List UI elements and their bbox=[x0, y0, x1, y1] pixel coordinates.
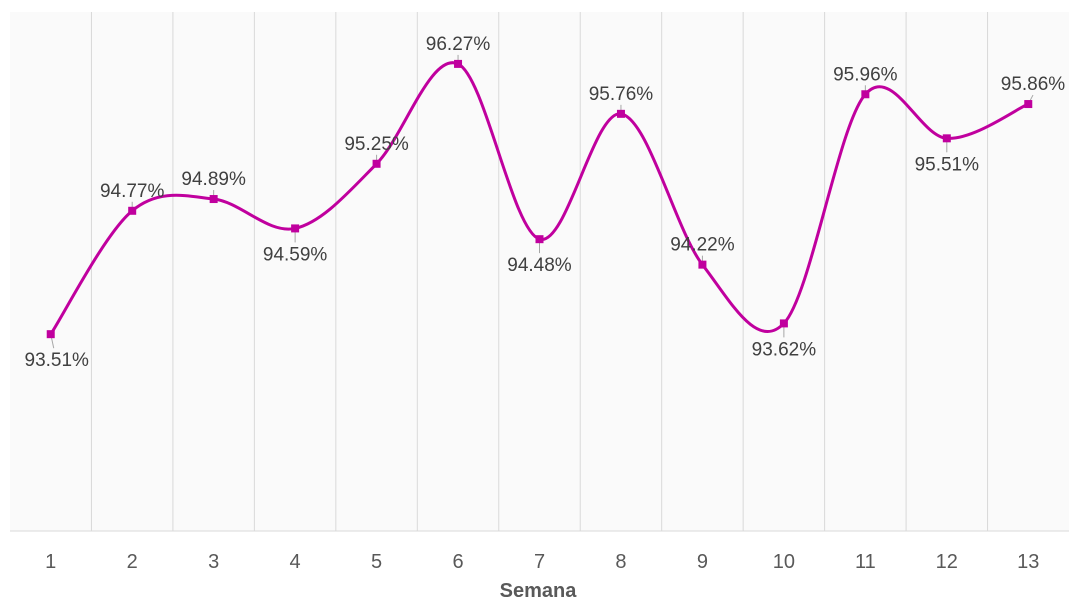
data-label: 94.89% bbox=[181, 169, 246, 190]
data-point bbox=[616, 109, 625, 118]
x-tick-labels: 1 2 3 4 5 6 7 8 9 10 11 12 13 bbox=[45, 551, 1039, 573]
data-point bbox=[861, 90, 870, 99]
x-tick-label: 8 bbox=[615, 551, 626, 573]
data-point bbox=[1024, 100, 1033, 109]
data-markers bbox=[46, 59, 1033, 339]
data-point bbox=[372, 159, 381, 168]
gridlines bbox=[90, 12, 989, 531]
x-tick-label: 3 bbox=[208, 551, 219, 573]
x-tick-label: 9 bbox=[697, 551, 708, 573]
x-tick-label: 6 bbox=[452, 551, 463, 573]
x-tick-label: 10 bbox=[773, 551, 795, 573]
data-label: 95.86% bbox=[1001, 74, 1066, 95]
x-tick-label: 13 bbox=[1017, 551, 1039, 573]
plot-area bbox=[10, 12, 1069, 531]
data-label: 96.27% bbox=[426, 34, 491, 55]
data-point bbox=[291, 224, 300, 233]
data-label: 95.96% bbox=[833, 64, 898, 85]
x-tick-label: 4 bbox=[290, 551, 301, 573]
data-point bbox=[454, 59, 463, 68]
series-line bbox=[49, 61, 1030, 336]
data-label: 93.51% bbox=[25, 350, 90, 371]
x-tick-label: 2 bbox=[127, 551, 138, 573]
x-tick-label: 12 bbox=[936, 551, 958, 573]
data-label: 94.48% bbox=[507, 255, 572, 276]
data-label: 95.51% bbox=[915, 154, 980, 175]
data-label: 94.59% bbox=[263, 244, 328, 265]
x-tick-label: 7 bbox=[534, 551, 545, 573]
x-tick-label: 5 bbox=[371, 551, 382, 573]
data-point bbox=[46, 330, 55, 339]
data-point bbox=[698, 260, 707, 269]
x-tick-label: 1 bbox=[45, 551, 56, 573]
data-point bbox=[128, 206, 137, 215]
data-point bbox=[535, 235, 544, 244]
x-axis-title: Semana bbox=[500, 580, 578, 602]
data-label: 93.62% bbox=[752, 339, 817, 360]
data-point bbox=[209, 195, 218, 204]
data-point bbox=[942, 134, 951, 143]
data-label: 94.77% bbox=[100, 181, 165, 202]
data-label: 95.76% bbox=[589, 84, 654, 105]
data-labels: 93.51% 94.77% 94.89% 94.59% 95.25% 96.27% 94.4… bbox=[25, 34, 1066, 371]
data-label: 94.22% bbox=[670, 235, 735, 256]
data-point bbox=[779, 319, 788, 328]
data-label: 95.25% bbox=[344, 134, 409, 155]
x-tick-label: 11 bbox=[855, 551, 876, 573]
